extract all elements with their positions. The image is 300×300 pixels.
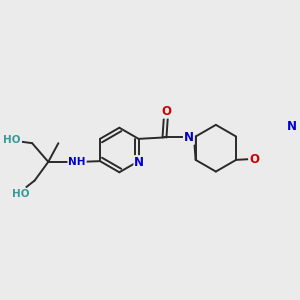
Text: NH: NH — [68, 157, 86, 167]
Text: HO: HO — [11, 189, 29, 199]
Text: HO: HO — [3, 135, 20, 145]
Text: N: N — [134, 156, 144, 169]
Text: N: N — [184, 131, 194, 144]
Text: O: O — [161, 105, 171, 118]
Text: N: N — [287, 120, 297, 133]
Text: O: O — [249, 153, 259, 166]
